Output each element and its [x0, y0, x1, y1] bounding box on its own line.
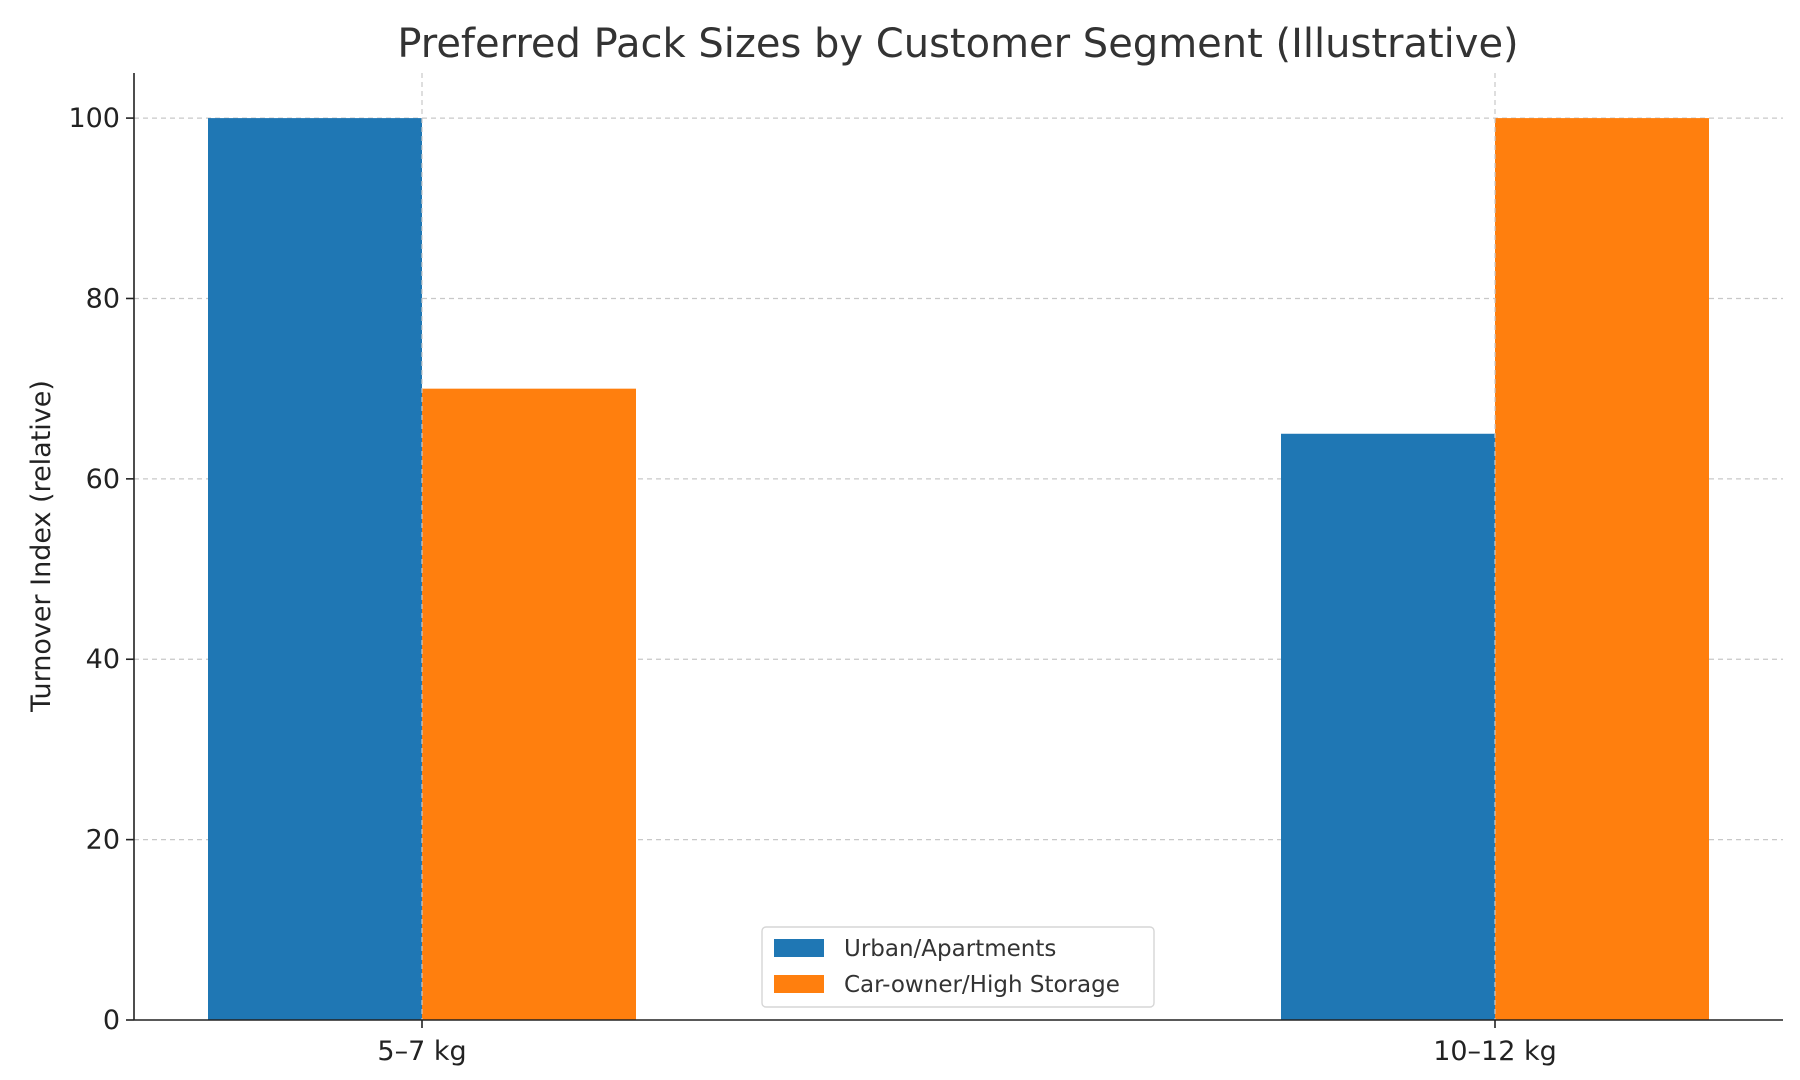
legend-swatch — [774, 939, 824, 957]
x-tick-label: 10–12 kg — [1433, 1036, 1557, 1067]
bar — [1281, 433, 1495, 1020]
bar — [208, 118, 422, 1021]
bars-layer — [208, 118, 1709, 1021]
y-tick-label: 80 — [86, 283, 120, 314]
legend-box — [761, 926, 1155, 1008]
bar — [422, 388, 636, 1021]
legend-label: Urban/Apartments — [844, 936, 1056, 962]
chart-title: Preferred Pack Sizes by Customer Segment… — [397, 21, 1518, 67]
y-tick-label: 100 — [68, 103, 120, 134]
legend-label: Car-owner/High Storage — [844, 972, 1120, 998]
bar — [1495, 118, 1709, 1021]
legend: Urban/Apartments Car-owner/High Storage — [761, 926, 1155, 1008]
legend-swatch — [774, 975, 824, 993]
y-tick-label: 40 — [86, 644, 120, 675]
y-tick-label: 20 — [86, 825, 120, 856]
x-tick-label: 5–7 kg — [377, 1036, 466, 1067]
y-tick-label: 60 — [86, 464, 120, 495]
y-tick-label: 0 — [103, 1005, 120, 1036]
y-axis-label: Turnover Index (relative) — [26, 380, 57, 713]
axes-layer: 0 20 40 60 80 100 5–7 kg 10–12 kg — [68, 73, 1783, 1067]
